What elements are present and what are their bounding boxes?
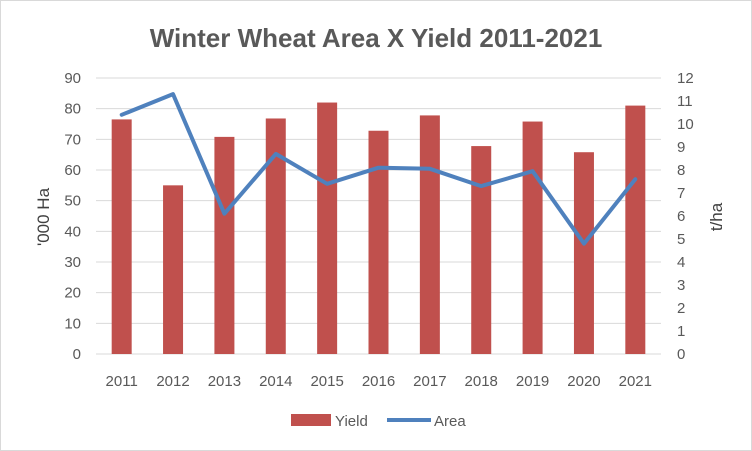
left-tick-label: 60 [64,162,81,179]
left-tick-label: 10 [64,315,81,332]
right-tick-label: 0 [677,346,685,363]
legend-label-yield: Yield [335,413,368,430]
x-tick-label: 2016 [362,373,395,390]
line-series-area [119,92,638,246]
right-tick-label: 3 [677,277,685,294]
x-tick-label: 2015 [310,373,343,390]
right-tick-label: 2 [677,300,685,317]
point-area-2014 [275,153,277,155]
x-tick-label: 2020 [567,373,600,390]
bar-yield-2018 [471,146,492,354]
point-area-2017 [429,168,431,170]
left-tick-label: 0 [73,346,81,363]
legend-swatch-yield [291,414,331,426]
point-area-2018 [480,185,482,187]
bar-yield-2015 [317,102,338,355]
x-tick-label: 2011 [106,373,138,390]
left-tick-label: 90 [64,70,81,87]
legend: Yield Area [291,413,466,430]
right-axis-label: t/ha [707,202,726,231]
bar-yield-2019 [522,121,543,355]
point-area-2012 [172,93,174,95]
right-tick-label: 7 [677,185,685,202]
right-tick-label: 8 [677,162,685,179]
point-area-2021 [634,178,636,180]
left-tick-label: 40 [64,223,81,240]
x-tick-label: 2021 [619,373,652,390]
right-tick-label: 9 [677,139,685,156]
left-tick-label: 20 [64,285,81,302]
bar-yield-2013 [214,136,235,354]
x-tick-label: 2014 [259,373,292,390]
point-area-2013 [223,213,225,215]
bar-yield-2012 [163,185,184,354]
bar-series-yield [111,102,646,355]
x-tick-label: 2018 [465,373,498,390]
point-area-2016 [378,167,379,169]
left-tick-label: 70 [64,131,81,148]
x-tick-label: 2019 [516,373,549,390]
chart-title: Winter Wheat Area X Yield 2011-2021 [150,23,603,53]
bar-yield-2014 [265,118,286,354]
x-tick-label: 2013 [208,373,241,390]
left-axis-ticks: 0 10 20 30 40 50 60 70 80 90 [64,70,81,363]
right-tick-label: 4 [677,254,685,271]
right-tick-label: 11 [677,93,693,110]
bar-yield-2011 [111,119,132,355]
point-area-2020 [583,243,585,245]
left-tick-label: 80 [64,101,81,118]
legend-label-area: Area [434,413,466,430]
right-tick-label: 6 [677,208,685,225]
right-tick-label: 12 [677,70,694,87]
bar-yield-2021 [625,105,646,354]
point-area-2011 [121,114,123,116]
bar-yield-2017 [419,115,440,354]
left-axis-label: '000 Ha [34,187,53,246]
x-axis-ticks: 2011 2012 2013 2014 2015 2016 2017 2018 2019 2020… [106,373,652,390]
right-tick-label: 10 [677,116,694,133]
x-tick-label: 2012 [156,373,189,390]
bar-yield-2016 [368,130,389,354]
right-tick-label: 5 [677,231,685,248]
x-tick-label: 2017 [413,373,446,390]
left-tick-label: 30 [64,254,81,271]
point-area-2019 [532,170,534,172]
left-tick-label: 50 [64,193,81,210]
point-area-2015 [326,183,328,185]
bar-yield-2020 [573,152,594,354]
right-tick-label: 1 [677,323,685,340]
